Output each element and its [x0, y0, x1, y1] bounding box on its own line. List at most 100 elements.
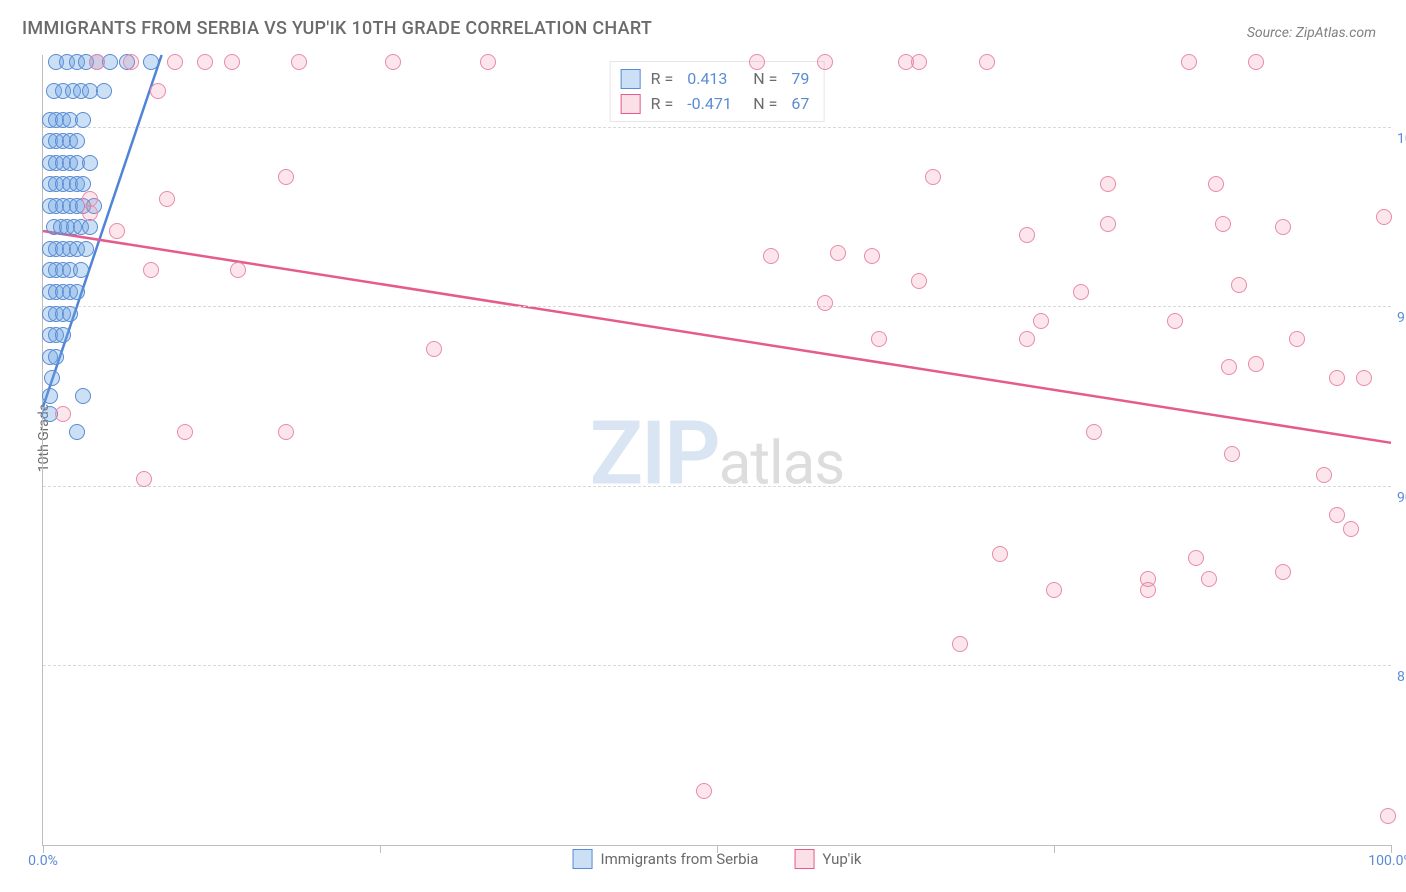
legend-label-serbia: Immigrants from Serbia: [601, 850, 759, 868]
scatter-point: [1181, 54, 1197, 70]
scatter-point: [1201, 571, 1217, 587]
gridline: [43, 486, 1391, 487]
scatter-point: [992, 546, 1008, 562]
scatter-point: [1275, 564, 1291, 580]
scatter-point: [197, 54, 213, 70]
scatter-point: [696, 783, 712, 799]
scatter-point: [426, 341, 442, 357]
scatter-point: [1376, 209, 1392, 225]
scatter-point: [69, 424, 85, 440]
scatter-point: [749, 54, 765, 70]
scatter-point: [480, 54, 496, 70]
r-value-yupik: -0.471: [687, 92, 743, 117]
scatter-point: [143, 54, 159, 70]
scatter-point: [385, 54, 401, 70]
swatch-pink-icon: [794, 849, 814, 869]
scatter-point: [150, 83, 166, 99]
x-tick-label: 0.0%: [28, 853, 58, 869]
scatter-point: [1356, 370, 1372, 386]
scatter-point: [69, 133, 85, 149]
scatter-point: [1248, 356, 1264, 372]
n-value-serbia: 79: [791, 67, 809, 92]
swatch-blue-icon: [573, 849, 593, 869]
y-tick-label: 100.0%: [1397, 131, 1406, 147]
scatter-point: [291, 54, 307, 70]
scatter-point: [1046, 582, 1062, 598]
scatter-point: [136, 471, 152, 487]
scatter-point: [1248, 54, 1264, 70]
scatter-point: [1343, 521, 1359, 537]
y-tick-label: 95.0%: [1397, 310, 1406, 326]
scatter-point: [817, 295, 833, 311]
x-tick: [1391, 845, 1392, 853]
scatter-point: [1100, 176, 1116, 192]
scatter-point: [1215, 216, 1231, 232]
scatter-point: [1329, 507, 1345, 523]
scatter-point: [73, 262, 89, 278]
scatter-point: [864, 248, 880, 264]
scatter-point: [82, 155, 98, 171]
scatter-point: [1316, 467, 1332, 483]
scatter-point: [1224, 446, 1240, 462]
scatter-point: [1019, 331, 1035, 347]
scatter-point: [1167, 313, 1183, 329]
scatter-point: [979, 54, 995, 70]
scatter-point: [911, 54, 927, 70]
scatter-point: [55, 327, 71, 343]
scatter-point: [96, 83, 112, 99]
scatter-point: [1188, 550, 1204, 566]
scatter-point: [44, 370, 60, 386]
scatter-point: [1019, 227, 1035, 243]
legend-row-yupik: R = -0.471 N = 67: [621, 92, 810, 117]
scatter-point: [224, 54, 240, 70]
scatter-point: [278, 424, 294, 440]
scatter-point: [1100, 216, 1116, 232]
scatter-point: [1380, 808, 1396, 824]
scatter-point: [1289, 331, 1305, 347]
scatter-point: [75, 112, 91, 128]
x-tick: [717, 845, 718, 853]
legend-row-serbia: R = 0.413 N = 79: [621, 67, 810, 92]
scatter-point: [952, 636, 968, 652]
scatter-point: [1033, 313, 1049, 329]
y-tick-label: 85.0%: [1397, 669, 1406, 685]
gridline: [43, 127, 1391, 128]
scatter-point: [159, 191, 175, 207]
scatter-point: [1140, 571, 1156, 587]
x-tick: [380, 845, 381, 853]
scatter-point: [1086, 424, 1102, 440]
x-tick: [1054, 845, 1055, 853]
watermark-bold: ZIP: [590, 403, 719, 506]
gridline: [43, 306, 1391, 307]
scatter-point: [109, 223, 125, 239]
scatter-point: [123, 54, 139, 70]
source-label: Source: ZipAtlas.com: [1247, 25, 1376, 41]
legend-item-serbia: Immigrants from Serbia: [573, 849, 759, 869]
scatter-point: [143, 262, 159, 278]
scatter-point: [89, 54, 105, 70]
scatter-point: [82, 191, 98, 207]
scatter-point: [817, 54, 833, 70]
scatter-point: [75, 388, 91, 404]
scatter-point: [1208, 176, 1224, 192]
scatter-point: [1275, 219, 1291, 235]
scatter-point: [48, 349, 64, 365]
scatter-point: [69, 284, 85, 300]
trend-lines: [43, 55, 1391, 845]
watermark-rest: atlas: [719, 428, 844, 499]
scatter-point: [763, 248, 779, 264]
n-value-yupik: 67: [791, 92, 809, 117]
scatter-point: [177, 424, 193, 440]
chart-title: IMMIGRANTS FROM SERBIA VS YUP'IK 10TH GR…: [22, 18, 652, 39]
scatter-point: [1231, 277, 1247, 293]
watermark: ZIPatlas: [590, 403, 844, 506]
scatter-point: [911, 273, 927, 289]
legend-correlation: R = 0.413 N = 79 R = -0.471 N = 67: [610, 61, 825, 122]
scatter-point: [55, 406, 71, 422]
x-tick: [43, 845, 44, 853]
scatter-point: [82, 219, 98, 235]
swatch-pink-icon: [621, 94, 641, 114]
scatter-point: [62, 306, 78, 322]
swatch-blue-icon: [621, 69, 641, 89]
scatter-point: [82, 205, 98, 221]
